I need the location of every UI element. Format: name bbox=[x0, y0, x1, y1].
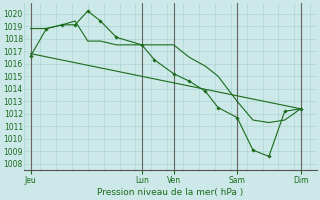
X-axis label: Pression niveau de la mer( hPa ): Pression niveau de la mer( hPa ) bbox=[97, 188, 244, 197]
